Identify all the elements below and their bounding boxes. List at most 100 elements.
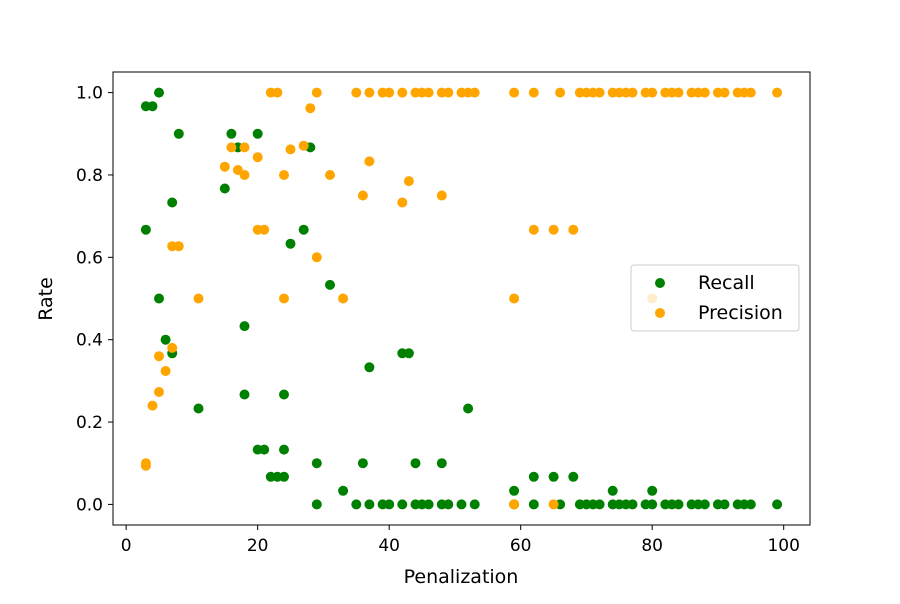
precision-point [154, 351, 164, 362]
recall-point [463, 403, 474, 414]
recall-point [252, 128, 263, 139]
precision-point [509, 293, 520, 304]
precision-point [279, 170, 289, 180]
precision-point [147, 400, 158, 411]
precision-point [311, 87, 322, 98]
precision-point [403, 176, 414, 187]
recall-point [351, 499, 362, 510]
recall-point [699, 499, 710, 510]
legend-box [630, 264, 800, 332]
precision-point [311, 252, 322, 263]
y-tick-label: 1.0 [76, 84, 103, 104]
recall-point [509, 485, 520, 496]
legend: Recall Precision [630, 264, 800, 332]
recall-point [719, 499, 730, 510]
x-tick-label: 60 [510, 536, 532, 556]
precision-point [219, 161, 230, 172]
precision-point [673, 87, 684, 98]
precision-point [239, 142, 250, 153]
legend-label-recall: Recall [698, 272, 755, 294]
precision-point [397, 197, 408, 208]
x-tick-label: 100 [767, 536, 799, 556]
recall-point [285, 238, 296, 249]
x-axis-ticks: 0 20 40 60 80 100 [121, 525, 800, 556]
recall-point [279, 444, 289, 455]
recall-point [259, 444, 270, 455]
precision-point [443, 87, 454, 98]
y-tick-label: 0.8 [76, 166, 103, 186]
recall-point [745, 499, 756, 510]
precision-point [351, 87, 362, 98]
precision-point [259, 224, 270, 235]
precision-point [627, 87, 638, 98]
precision-point [272, 87, 283, 98]
precision-point [719, 87, 730, 98]
precision-point [699, 87, 710, 98]
recall-point [443, 499, 454, 510]
recall-point [338, 485, 349, 496]
legend-marker-recall [655, 278, 665, 288]
recall-point [397, 499, 408, 510]
precision-point [285, 144, 296, 155]
precision-point [305, 103, 316, 114]
recall-point [357, 458, 368, 469]
recall-point [147, 101, 158, 112]
recall-point [279, 471, 289, 482]
recall-point [594, 499, 605, 510]
precision-point [226, 142, 237, 153]
recall-point [568, 471, 579, 482]
recall-point [364, 499, 375, 510]
recall-point [528, 499, 539, 510]
recall-point [673, 499, 684, 510]
series-recall [140, 87, 783, 510]
recall-point [325, 279, 335, 290]
recall-point [219, 183, 230, 194]
precision-point [745, 87, 756, 98]
recall-point [410, 458, 421, 469]
recall-point [647, 485, 658, 496]
recall-point [772, 499, 783, 510]
recall-point [298, 224, 309, 235]
precision-point [509, 499, 520, 510]
legend-label-precision: Precision [698, 302, 783, 324]
precision-point [239, 170, 250, 180]
precision-point [509, 87, 520, 98]
recall-point [423, 499, 434, 510]
precision-point [548, 499, 559, 510]
recall-point [279, 389, 289, 400]
precision-point [555, 87, 566, 98]
recall-point [403, 348, 414, 359]
y-tick-label: 0.0 [76, 495, 103, 515]
y-axis-ticks: 0.0 0.2 0.4 0.6 0.8 1.0 [76, 84, 113, 515]
precision-point [397, 87, 408, 98]
precision-point [548, 224, 559, 235]
recall-point [384, 499, 395, 510]
precision-point [160, 366, 171, 376]
recall-point [193, 403, 204, 414]
recall-point [160, 334, 171, 345]
recall-point [173, 128, 184, 139]
recall-point [607, 485, 618, 496]
precision-point [173, 241, 184, 252]
precision-point [469, 87, 480, 98]
precision-point [364, 87, 375, 98]
precision-point [298, 140, 309, 151]
recall-point [627, 499, 638, 510]
y-axis-label: Rate [35, 277, 57, 321]
plot-frame [112, 71, 811, 526]
y-tick-label: 0.2 [76, 413, 103, 433]
precision-point [528, 224, 539, 235]
precision-point [279, 293, 289, 304]
precision-point [647, 87, 658, 98]
recall-point [167, 197, 178, 208]
legend-marker-precision [655, 308, 665, 318]
precision-point [140, 460, 151, 471]
recall-point [647, 499, 658, 510]
precision-point [193, 293, 204, 304]
precision-point [568, 224, 579, 235]
precision-point [325, 170, 335, 180]
recall-point [364, 362, 375, 373]
precision-point [528, 87, 539, 98]
precision-point [364, 156, 375, 167]
